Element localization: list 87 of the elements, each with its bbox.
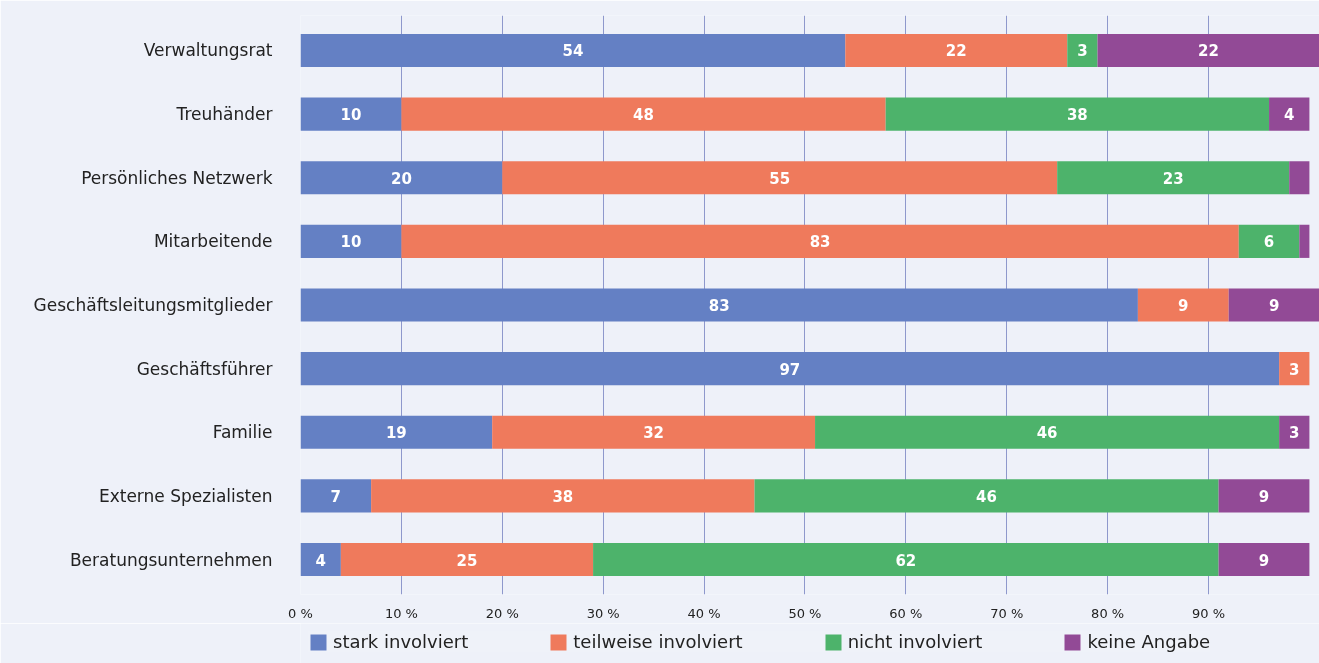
bar [300,542,341,577]
y-tick-label: Familie [212,422,273,443]
legend-label: teilweise involviert [573,631,743,652]
bar [502,161,1058,195]
data-label: 38 [552,487,574,506]
x-tick-label: 90 % [1192,605,1226,621]
data-label: 20 [390,169,412,188]
data-label: 23 [1162,169,1184,188]
legend-label: stark involviert [333,631,469,652]
data-label: 97 [779,360,801,379]
bar [1067,33,1098,68]
data-label: 48 [633,106,654,125]
data-label: 55 [769,169,791,188]
data-label: 22 [945,42,967,61]
bar [300,97,402,131]
bar [1289,161,1310,195]
bar [1097,33,1319,68]
bar [300,415,493,449]
y-tick-label: Verwaltungsrat [143,40,273,61]
bar [300,352,1280,386]
bar [1279,352,1310,386]
x-tick-label: 20 % [485,605,519,621]
bar [1269,97,1310,131]
data-label: 54 [562,42,584,61]
x-tick-label: 30 % [586,605,620,621]
data-label: 83 [809,233,831,252]
data-label: 9 [1268,297,1280,315]
bar [593,542,1219,577]
y-tick-label: Geschäftsleitungsmitglieder [33,295,273,315]
legend-label: nicht involviert [847,631,983,652]
data-label: 83 [708,297,730,315]
bar [1218,479,1310,513]
y-tick-label: Geschäftsführer [136,358,273,379]
data-label: 22 [1198,42,1219,61]
bar [754,479,1219,513]
bar [340,542,594,577]
data-label: 4 [1284,106,1295,125]
bar [300,479,372,513]
x-tick-label: 50 % [788,605,822,621]
data-label: 10 [340,106,362,125]
bar [300,161,503,195]
data-label: 10 [340,233,362,252]
x-tick-label: 70 % [990,605,1024,621]
bar [845,33,1068,68]
y-tick-label: Beratungsunternehmen [69,549,273,570]
x-tick-label: 80 % [1091,605,1125,621]
y-tick-label: Persönliches Netzwerk [81,167,273,188]
bar [300,288,1138,322]
bar [300,33,846,68]
data-label: 38 [1066,106,1088,125]
data-label: 6 [1263,233,1275,252]
bar [815,415,1280,449]
bar [1137,288,1229,322]
x-tick-label: 60 % [889,605,923,621]
data-label: 19 [385,424,407,443]
data-label: 46 [976,487,997,506]
bar [885,97,1270,131]
bar [492,415,816,449]
bar [401,224,1239,258]
data-label: 32 [643,424,665,443]
data-label: 3 [1077,42,1088,61]
data-label: 9 [1178,297,1189,315]
bar [1228,288,1319,322]
data-label: 62 [895,551,917,570]
data-label: 25 [456,551,478,570]
data-label: 46 [1036,424,1058,443]
data-label: 4 [315,551,326,570]
x-tick-label: 0 % [288,605,313,621]
x-tick-label: 10 % [384,605,418,621]
data-label: 9 [1258,487,1270,506]
bar [1218,542,1310,577]
x-tick-label: 40 % [687,605,721,621]
bar [1057,161,1290,195]
data-label: 3 [1289,424,1300,443]
bar [401,97,886,131]
bar [1299,224,1310,258]
bar [371,479,755,513]
bar [300,224,402,258]
bar [1238,224,1300,258]
bar [1279,415,1310,449]
legend-label: keine Angabe [1087,631,1211,652]
y-tick-label: Externe Spezialisten [98,485,273,506]
y-tick-label: Mitarbeitende [153,231,273,252]
data-label: 3 [1289,360,1300,379]
y-tick-label: Treuhänder [175,104,273,125]
data-label: 9 [1258,551,1270,570]
data-label: 7 [330,487,342,506]
